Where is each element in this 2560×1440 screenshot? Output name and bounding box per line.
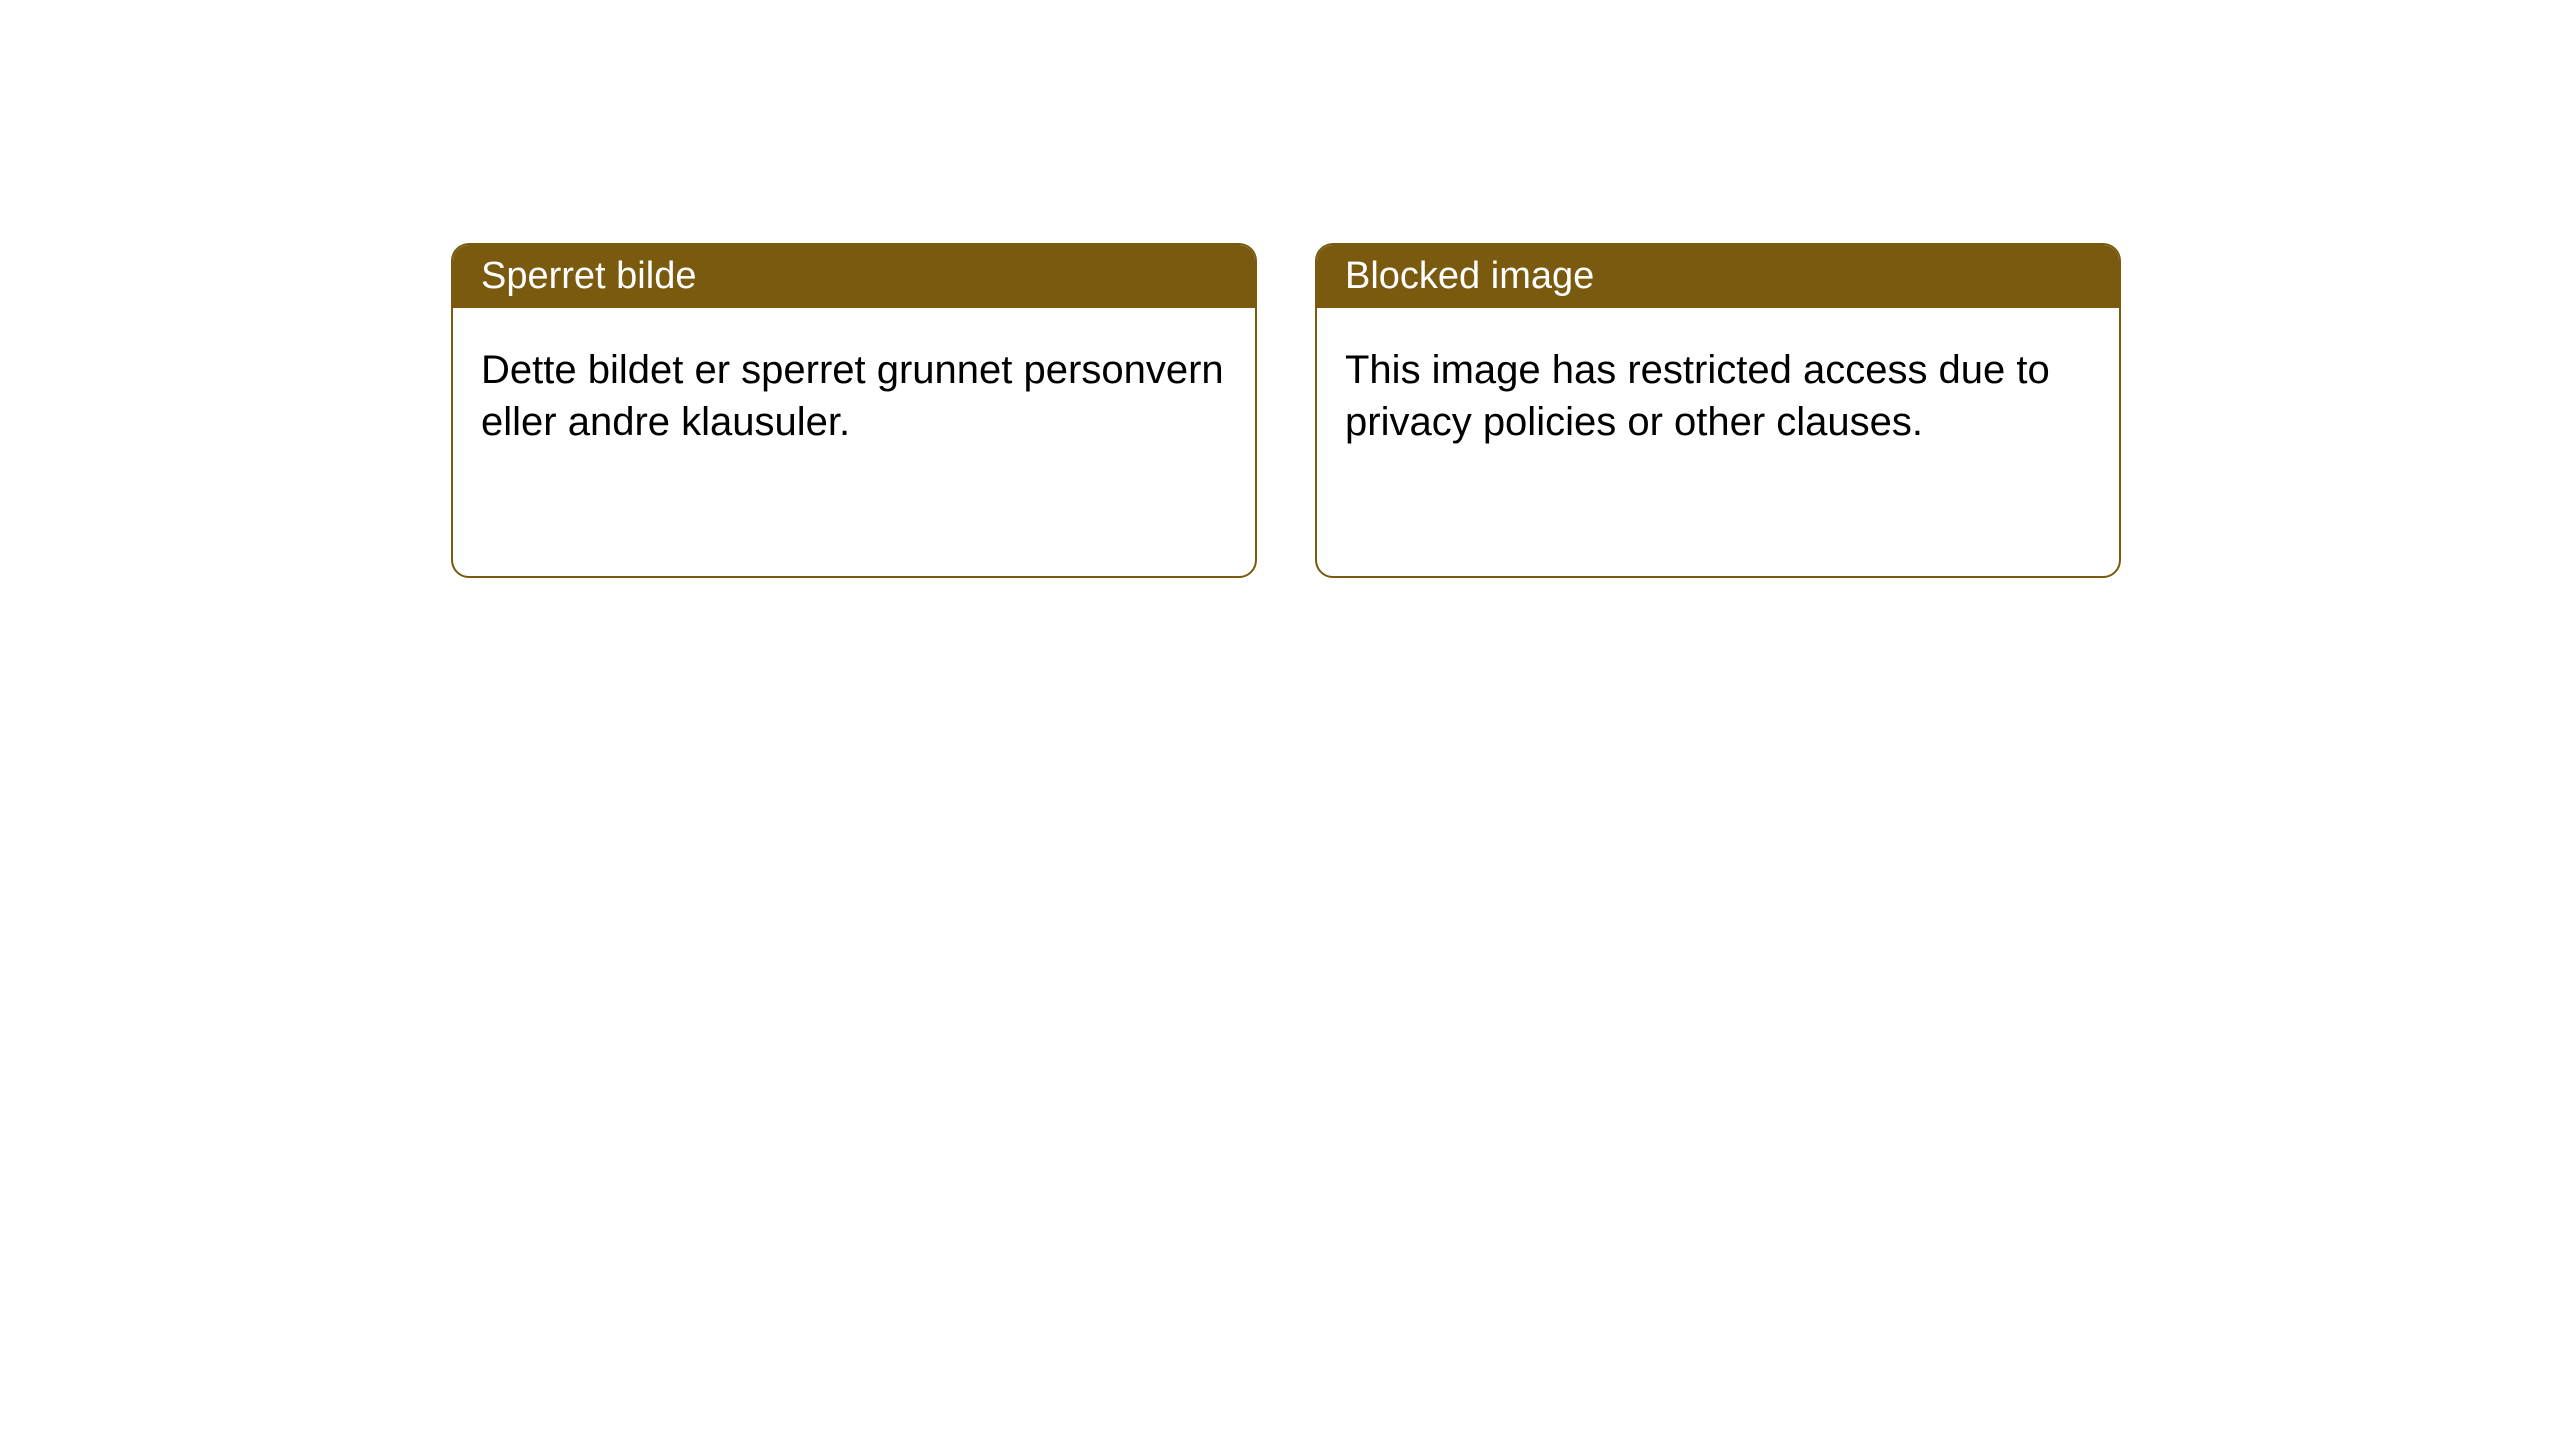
card-body: Dette bildet er sperret grunnet personve… xyxy=(453,308,1255,484)
card-header-text: Sperret bilde xyxy=(481,255,696,297)
notice-card-english: Blocked image This image has restricted … xyxy=(1315,243,2121,578)
card-body-text: Dette bildet er sperret grunnet personve… xyxy=(481,348,1224,444)
card-body-text: This image has restricted access due to … xyxy=(1345,348,2050,444)
card-body: This image has restricted access due to … xyxy=(1317,308,2119,484)
card-header-text: Blocked image xyxy=(1345,255,1594,297)
card-header: Blocked image xyxy=(1317,245,2119,308)
notice-card-norwegian: Sperret bilde Dette bildet er sperret gr… xyxy=(451,243,1257,578)
notice-container: Sperret bilde Dette bildet er sperret gr… xyxy=(0,0,2560,578)
card-header: Sperret bilde xyxy=(453,245,1255,308)
